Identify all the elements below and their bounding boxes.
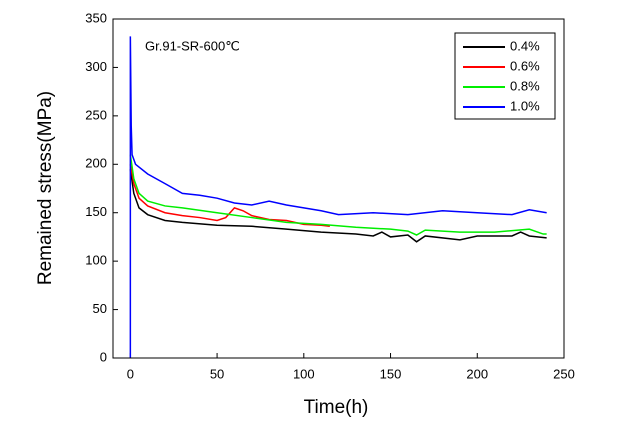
- x-axis-title: Time(h): [304, 397, 369, 418]
- x-tick-label: 150: [380, 366, 402, 381]
- x-tick-label: 250: [553, 366, 575, 381]
- plot-frame: [112, 18, 565, 359]
- annotation: Gr.91-SR-600℃: [145, 38, 240, 53]
- y-axis-title: Remained stress(MPa): [35, 91, 56, 285]
- y-tick-label: 350: [85, 10, 107, 25]
- data-line: [129, 36, 547, 358]
- y-tick-label: 100: [85, 253, 107, 268]
- data-line: [129, 169, 547, 243]
- y-tick-label: 50: [93, 301, 107, 316]
- legend-label: 0.8%: [510, 78, 540, 93]
- x-tick-label: 200: [466, 366, 488, 381]
- legend-label: 0.6%: [510, 58, 540, 73]
- y-tick-label: 300: [85, 59, 107, 74]
- y-tick-label: 250: [85, 107, 107, 122]
- x-tick-label: 0: [127, 366, 134, 381]
- legend-label: 1.0%: [510, 98, 540, 113]
- y-tick-label: 0: [100, 349, 107, 364]
- x-tick-label: 50: [210, 366, 224, 381]
- data-line: [129, 164, 330, 228]
- y-tick-label: 150: [85, 204, 107, 219]
- data-line: [129, 154, 547, 236]
- legend-label: 0.4%: [510, 38, 540, 53]
- x-tick-label: 100: [293, 366, 315, 381]
- y-tick-label: 200: [85, 156, 107, 171]
